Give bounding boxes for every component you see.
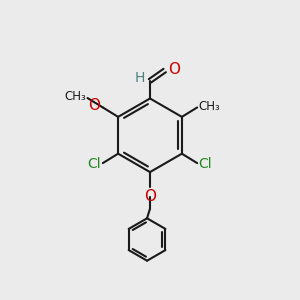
Text: CH₃: CH₃ — [199, 100, 220, 113]
Text: O: O — [144, 189, 156, 204]
Text: Cl: Cl — [199, 157, 212, 171]
Text: CH₃: CH₃ — [64, 90, 86, 103]
Text: H: H — [134, 71, 145, 85]
Text: O: O — [88, 98, 101, 113]
Text: Cl: Cl — [88, 157, 101, 171]
Text: O: O — [168, 61, 180, 76]
